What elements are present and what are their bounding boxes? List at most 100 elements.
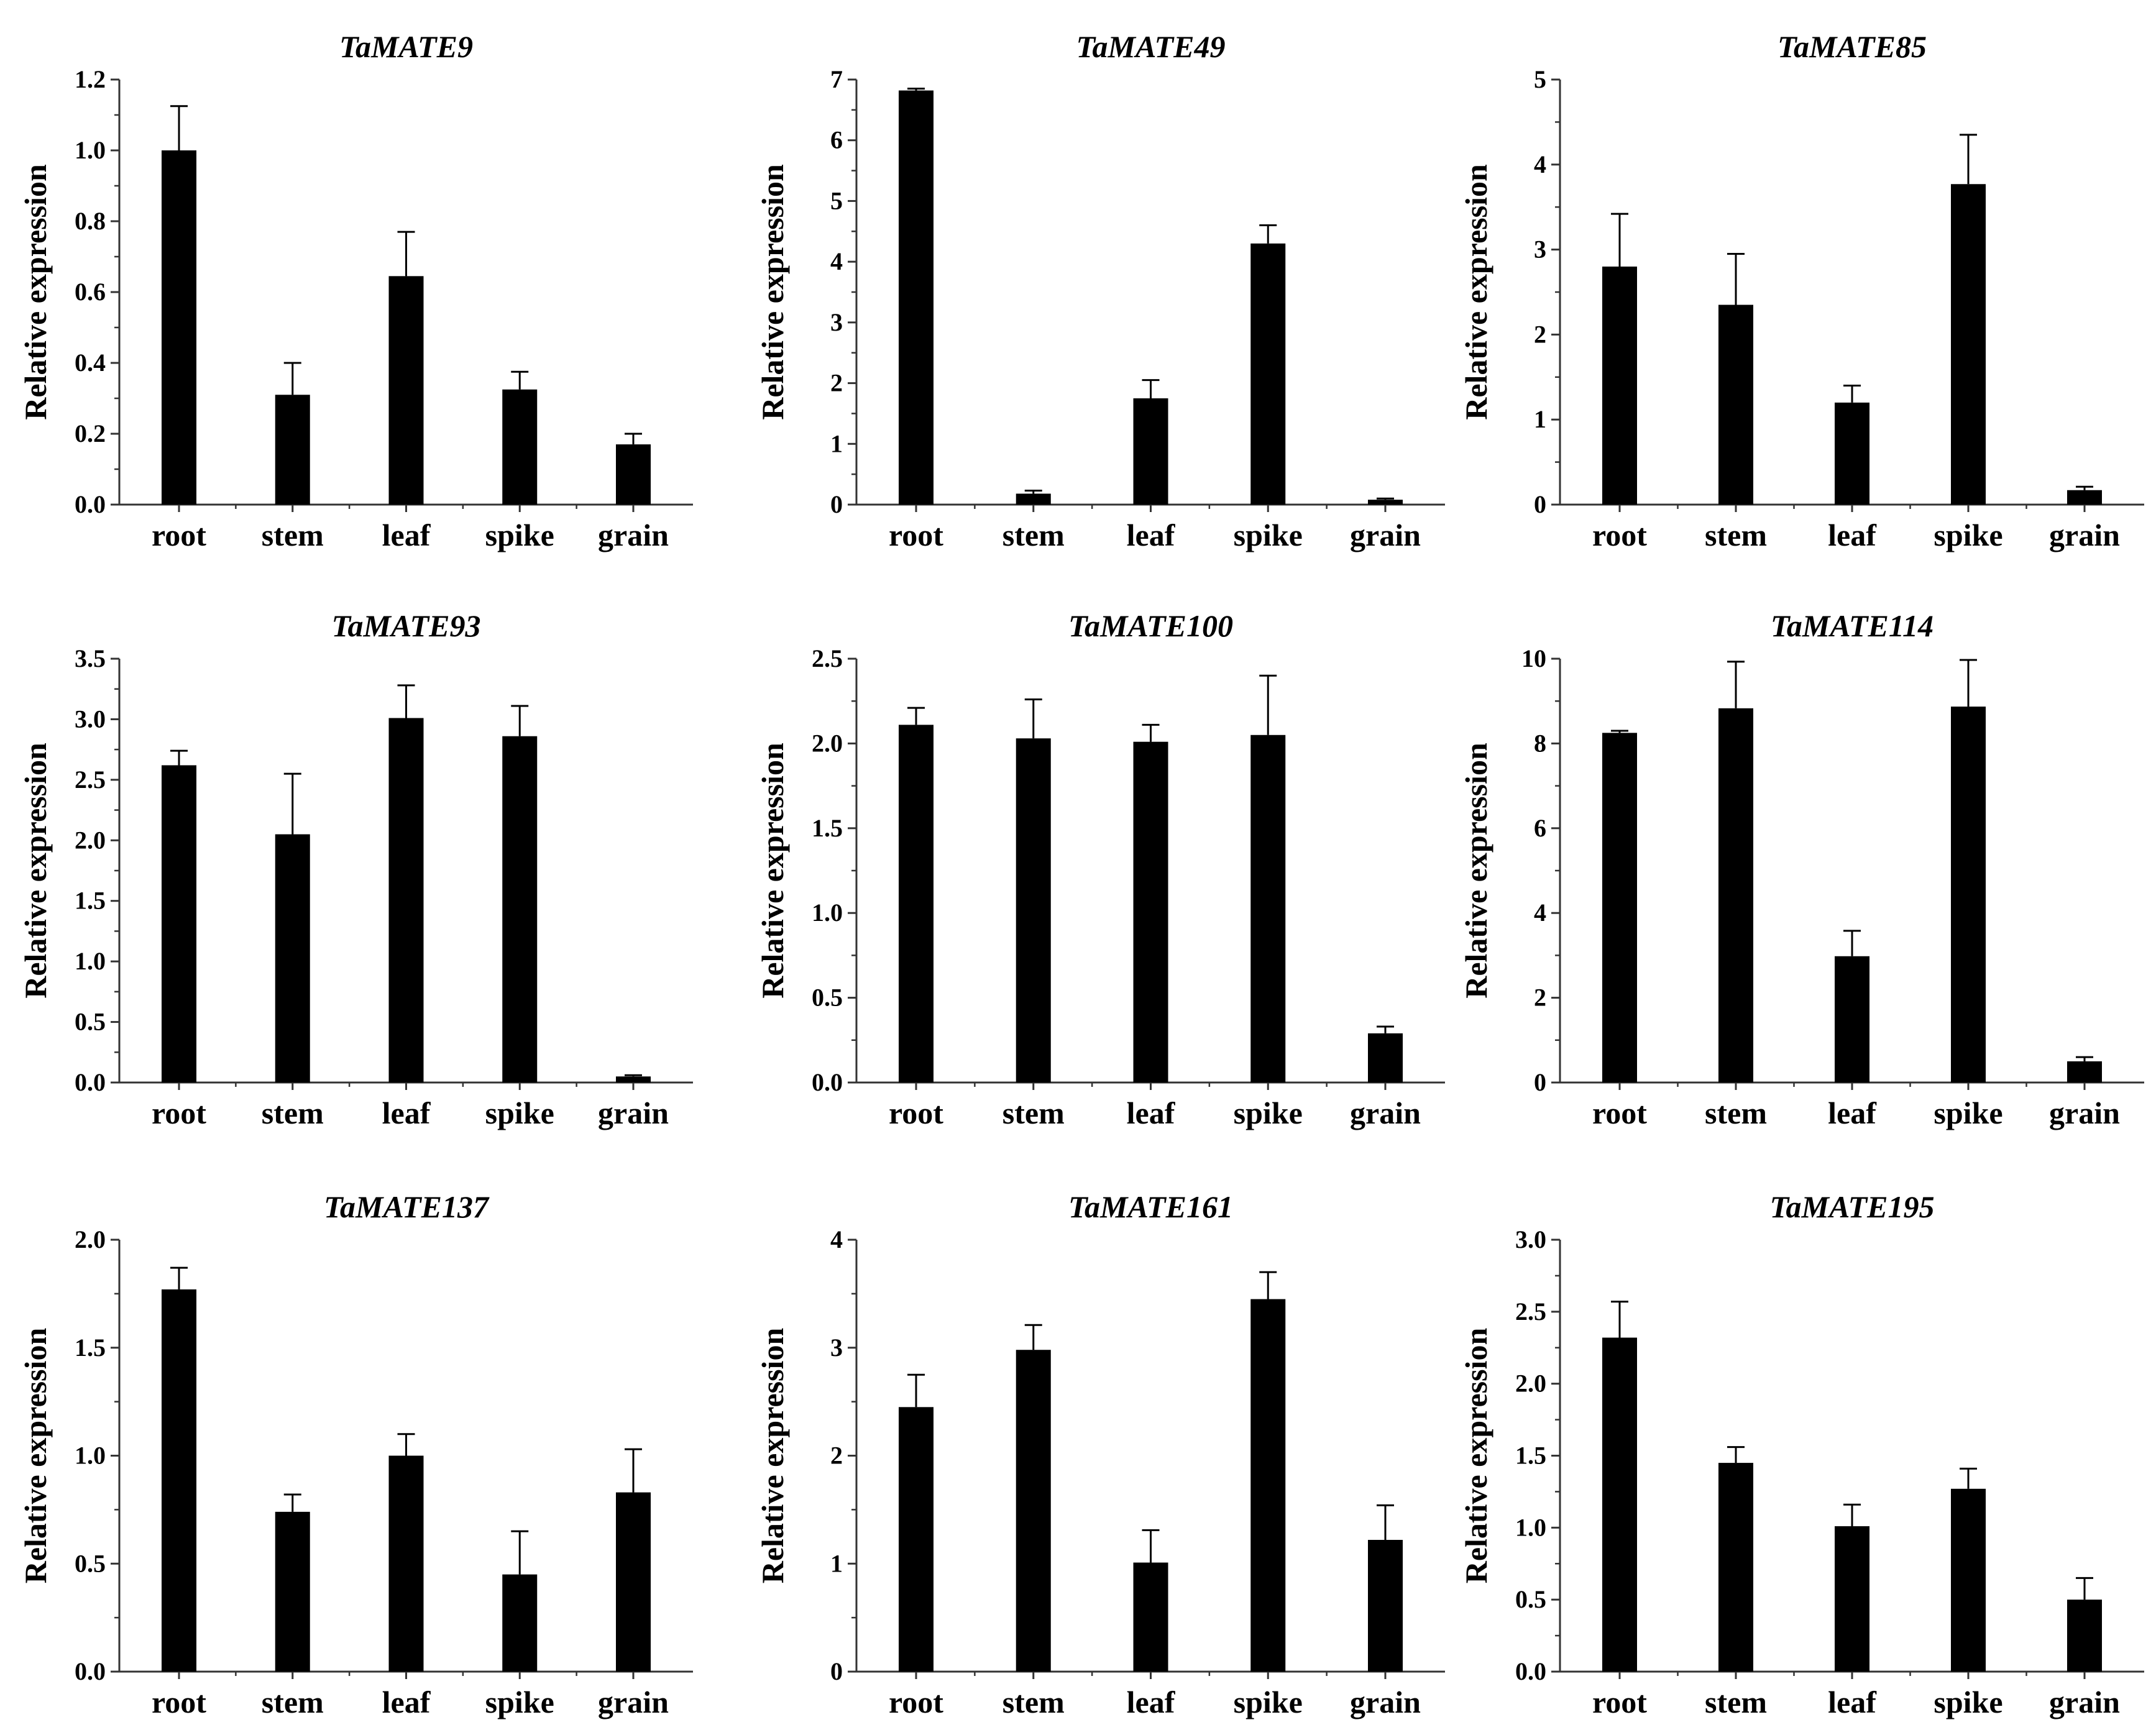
x-tick-label-spike: spike bbox=[1234, 1685, 1303, 1719]
bar-stem bbox=[1718, 708, 1753, 1083]
y-tick-label: 3 bbox=[830, 308, 843, 336]
y-tick-label: 1.5 bbox=[75, 887, 106, 915]
bar-root bbox=[162, 1289, 196, 1672]
y-tick-label: 0.0 bbox=[812, 1068, 843, 1096]
x-tick-label-root: root bbox=[152, 518, 206, 552]
y-tick-label: 2.5 bbox=[1515, 1298, 1546, 1325]
y-tick-label: 5 bbox=[830, 186, 843, 214]
bar-leaf bbox=[1835, 1526, 1869, 1672]
x-tick-label-grain: grain bbox=[2049, 518, 2120, 552]
bar-stem bbox=[275, 834, 310, 1083]
x-tick-label-spike: spike bbox=[485, 518, 554, 552]
bar-spike bbox=[502, 389, 538, 505]
y-tick-label: 0.5 bbox=[1515, 1585, 1546, 1613]
y-tick-label: 1.5 bbox=[1515, 1442, 1546, 1470]
bar-grain bbox=[616, 1492, 651, 1672]
y-axis-label: Relative expression bbox=[18, 743, 53, 999]
chart-panel-5: TaMATE100 Relative expression 0.0 0.5 1.0 1.5… bbox=[755, 608, 1445, 1130]
bar-stem bbox=[1016, 738, 1051, 1083]
chart-panel-1: TaMATE9 Relative expression 0.0 0.2 0.4 0.6 0.… bbox=[18, 29, 693, 552]
y-tick-label: 2.0 bbox=[75, 826, 106, 854]
y-tick-label: 2.0 bbox=[75, 1225, 106, 1253]
x-tick-label-stem: stem bbox=[1002, 518, 1065, 552]
x-tick-label-leaf: leaf bbox=[1127, 518, 1176, 552]
chart-title: TaMATE137 bbox=[324, 1189, 490, 1224]
x-tick-label-root: root bbox=[889, 1685, 943, 1719]
bar-leaf bbox=[1133, 1562, 1168, 1672]
bar-grain bbox=[616, 1076, 651, 1083]
x-tick-label-spike: spike bbox=[485, 1685, 554, 1719]
y-tick-label: 2 bbox=[830, 1442, 843, 1470]
bar-stem bbox=[1016, 493, 1051, 505]
y-tick-label: 3.0 bbox=[1515, 1225, 1546, 1253]
chart-panel-6: TaMATE114 Relative expression 0 2 4 6 8 10 root s… bbox=[1459, 608, 2144, 1130]
x-tick-label-spike: spike bbox=[1234, 1096, 1303, 1130]
x-tick-label-leaf: leaf bbox=[1828, 1096, 1877, 1130]
x-tick-label-stem: stem bbox=[262, 1096, 324, 1130]
chart-title: TaMATE9 bbox=[339, 29, 473, 64]
bar-root bbox=[899, 725, 934, 1083]
bar-spike bbox=[1951, 1488, 1986, 1672]
bar-grain bbox=[2067, 490, 2102, 505]
chart-title: TaMATE93 bbox=[332, 608, 481, 643]
bar-root bbox=[1602, 1337, 1637, 1672]
x-tick-label-root: root bbox=[152, 1685, 206, 1719]
y-tick-label: 1.0 bbox=[75, 947, 106, 975]
chart-panel-2: TaMATE49 Relative expression 0 1 2 3 4 5 6 7 root s… bbox=[755, 29, 1445, 552]
bar-grain bbox=[1368, 1540, 1403, 1672]
y-tick-label: 4 bbox=[830, 1225, 843, 1253]
y-tick-label: 0.0 bbox=[75, 1068, 106, 1096]
chart-title: TaMATE114 bbox=[1771, 608, 1934, 643]
x-tick-label-root: root bbox=[1592, 1096, 1647, 1130]
y-tick-label: 2.5 bbox=[812, 644, 843, 672]
x-tick-label-stem: stem bbox=[1002, 1685, 1065, 1719]
x-tick-label-spike: spike bbox=[485, 1096, 554, 1130]
chart-panel-9: TaMATE195 Relative expression 0.0 0.5 1.0 1.5… bbox=[1459, 1189, 2144, 1719]
y-tick-label: 3 bbox=[830, 1334, 843, 1362]
x-tick-label-leaf: leaf bbox=[1127, 1685, 1176, 1719]
y-tick-label: 1 bbox=[1534, 405, 1546, 433]
chart-title: TaMATE195 bbox=[1770, 1189, 1935, 1224]
y-tick-label: 0.5 bbox=[75, 1008, 106, 1036]
x-tick-label-root: root bbox=[152, 1096, 206, 1130]
bar-stem bbox=[1718, 304, 1753, 505]
x-tick-label-leaf: leaf bbox=[1828, 1685, 1877, 1719]
x-tick-label-spike: spike bbox=[1234, 518, 1303, 552]
y-axis-label: Relative expression bbox=[18, 164, 53, 420]
y-tick-label: 5 bbox=[1534, 65, 1546, 93]
bar-stem bbox=[275, 395, 310, 505]
bar-root bbox=[899, 1407, 934, 1672]
y-axis-label: Relative expression bbox=[755, 743, 790, 999]
bar-spike bbox=[502, 1574, 538, 1672]
x-tick-label-grain: grain bbox=[1350, 1685, 1421, 1719]
bar-spike bbox=[502, 736, 538, 1083]
y-tick-label: 3.0 bbox=[75, 705, 106, 733]
y-tick-label: 0 bbox=[830, 490, 843, 518]
x-tick-label-root: root bbox=[889, 518, 943, 552]
y-tick-label: 0.5 bbox=[75, 1549, 106, 1577]
y-axis-label: Relative expression bbox=[755, 1328, 790, 1584]
y-tick-label: 1 bbox=[830, 1549, 843, 1577]
chart-panel-3: TaMATE85 Relative expression 0 1 2 3 4 5 root ste… bbox=[1459, 29, 2144, 552]
y-tick-label: 1.0 bbox=[75, 136, 106, 164]
y-tick-label: 2 bbox=[1534, 984, 1546, 1012]
y-tick-label: 1.0 bbox=[1515, 1513, 1546, 1541]
x-tick-label-leaf: leaf bbox=[1828, 518, 1877, 552]
x-tick-label-root: root bbox=[889, 1096, 943, 1130]
bar-leaf bbox=[1133, 741, 1168, 1083]
bar-root bbox=[162, 765, 196, 1083]
chart-title: TaMATE85 bbox=[1778, 29, 1927, 64]
y-tick-label: 0.2 bbox=[75, 419, 106, 447]
x-tick-label-grain: grain bbox=[598, 1685, 669, 1719]
x-tick-label-spike: spike bbox=[1934, 1685, 2002, 1719]
y-tick-label: 0.4 bbox=[75, 349, 106, 377]
y-tick-label: 1.5 bbox=[812, 814, 843, 842]
y-tick-label: 1.0 bbox=[75, 1442, 106, 1470]
chart-title: TaMATE161 bbox=[1068, 1189, 1233, 1224]
y-axis-label: Relative expression bbox=[1459, 1328, 1493, 1584]
y-tick-label: 6 bbox=[1534, 814, 1546, 842]
x-tick-label-stem: stem bbox=[1705, 1096, 1767, 1130]
bar-grain bbox=[2067, 1061, 2102, 1083]
y-tick-label: 1.2 bbox=[75, 65, 106, 93]
